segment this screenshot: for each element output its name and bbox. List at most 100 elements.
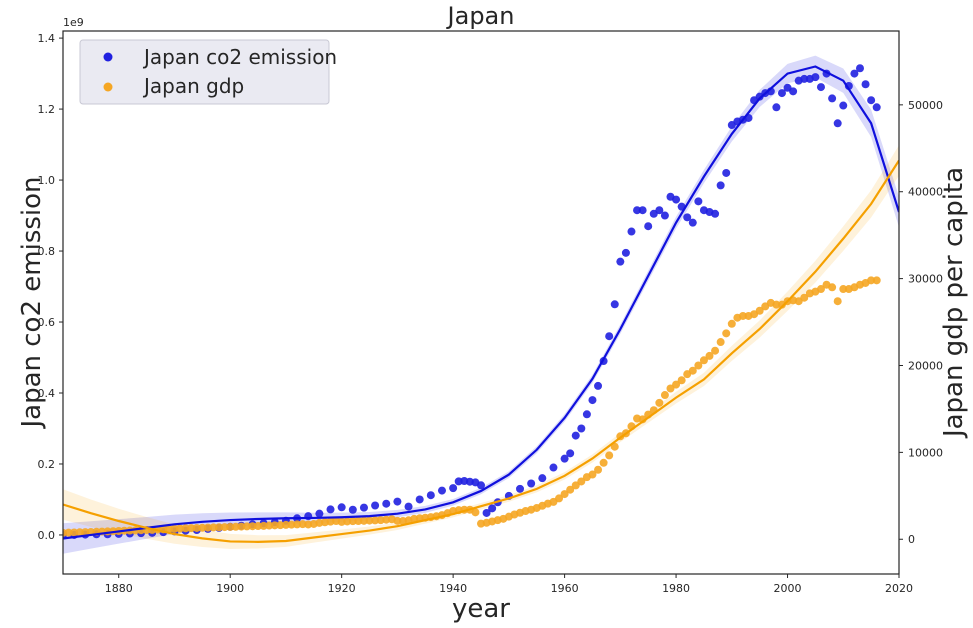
gdp-point (393, 516, 402, 525)
co2-point (404, 502, 413, 511)
co2-point (711, 209, 720, 218)
co2-point (638, 206, 647, 215)
gdp-point (471, 508, 480, 517)
co2-point (850, 69, 859, 78)
co2-point (672, 195, 681, 204)
co2-point (549, 463, 558, 472)
gdp-point (226, 522, 235, 531)
co2-point (616, 257, 625, 266)
gdp-point (672, 380, 681, 389)
gdp-point (716, 338, 725, 347)
co2-point (527, 479, 536, 488)
gdp-point (727, 319, 736, 328)
x-tick-label: 1960 (551, 582, 579, 595)
gdp-point (867, 276, 876, 285)
co2-point (867, 96, 876, 105)
trend-lines (63, 65, 899, 543)
co2-point (688, 218, 697, 227)
x-tick-label: 1900 (216, 582, 244, 595)
co2-point (588, 396, 597, 405)
gdp-point (655, 398, 664, 407)
x-tick-label: 1880 (105, 582, 133, 595)
co2-point (566, 449, 575, 458)
legend-label-co2: Japan co2 emission (142, 45, 337, 69)
chart-title: Japan (446, 2, 515, 30)
co2-point (655, 206, 664, 215)
gdp-point (192, 523, 201, 532)
y-left-tick-label: 0.0 (38, 529, 56, 542)
x-tick-label: 2020 (885, 582, 913, 595)
x-tick-label: 1920 (328, 582, 356, 595)
co2-point (627, 227, 636, 236)
gdp-point (566, 485, 575, 494)
left-axis-offset-label: 1e9 (63, 16, 84, 29)
gdp-point (209, 523, 218, 532)
gdp-point (265, 521, 274, 530)
co2-point (437, 486, 446, 495)
gdp-point (270, 521, 279, 530)
co2-point (872, 103, 881, 112)
co2-point (644, 222, 653, 231)
gdp-point (571, 481, 580, 490)
y-right-tick-label: 0 (908, 533, 915, 546)
co2-point (722, 168, 731, 177)
co2-point (516, 484, 525, 493)
gdp-point (833, 297, 842, 306)
gdp-point (588, 470, 597, 479)
gdp-point (610, 442, 619, 451)
gdp-point (81, 528, 90, 537)
y-left-tick-label: 1.2 (38, 103, 56, 116)
co2-point (449, 484, 458, 493)
legend-marker-co2 (103, 52, 113, 62)
gdp-point (577, 477, 586, 486)
gdp-point (560, 490, 569, 499)
gdp-point (677, 376, 686, 385)
y-right-tick-label: 10000 (908, 446, 943, 459)
y-right-tick-label: 30000 (908, 273, 943, 286)
co2-point (683, 213, 692, 222)
gdp-point (839, 285, 848, 294)
co2-point (571, 431, 580, 440)
gdp-point (872, 276, 881, 285)
co2-point (538, 474, 547, 483)
gdp-point (660, 391, 669, 400)
co2-point (777, 89, 786, 98)
y-axis-label-left: Japan co2 emission (17, 176, 47, 429)
gdp-point (242, 522, 251, 531)
co2-point (633, 206, 642, 215)
co2-point (828, 94, 837, 103)
co2-point (315, 509, 324, 518)
co2-point (348, 505, 357, 514)
co2-point (577, 424, 586, 433)
y-right-tick-label: 50000 (908, 99, 943, 112)
y-left-tick-label: 0.8 (38, 245, 56, 258)
co2-point (488, 504, 497, 513)
co2-point (610, 300, 619, 309)
gdp-point (772, 300, 781, 309)
co2-point (382, 499, 391, 508)
gdp-point (711, 346, 720, 355)
gdp-point (354, 517, 363, 526)
gdp-point (816, 285, 825, 294)
co2-point (393, 497, 402, 506)
y-left-tick-label: 1.0 (38, 174, 56, 187)
gdp-point (365, 516, 374, 525)
co2-point (415, 495, 424, 504)
co2-point (772, 103, 781, 112)
gdp-point (203, 523, 212, 532)
co2-point (833, 119, 842, 128)
gdp-point (555, 494, 564, 503)
gdp-point (254, 522, 263, 531)
x-tick-label: 1980 (662, 582, 690, 595)
y-axis-label-right: Japan gdp per capita (939, 167, 969, 439)
gdp-point (699, 356, 708, 365)
y-right-tick-label: 40000 (908, 186, 943, 199)
co2-point (816, 83, 825, 92)
gdp-point (220, 523, 229, 532)
gdp-point (828, 283, 837, 292)
x-tick-label: 1940 (439, 582, 467, 595)
gdp-point (666, 384, 675, 393)
gdp-point (694, 361, 703, 370)
gdp-point (248, 522, 257, 531)
